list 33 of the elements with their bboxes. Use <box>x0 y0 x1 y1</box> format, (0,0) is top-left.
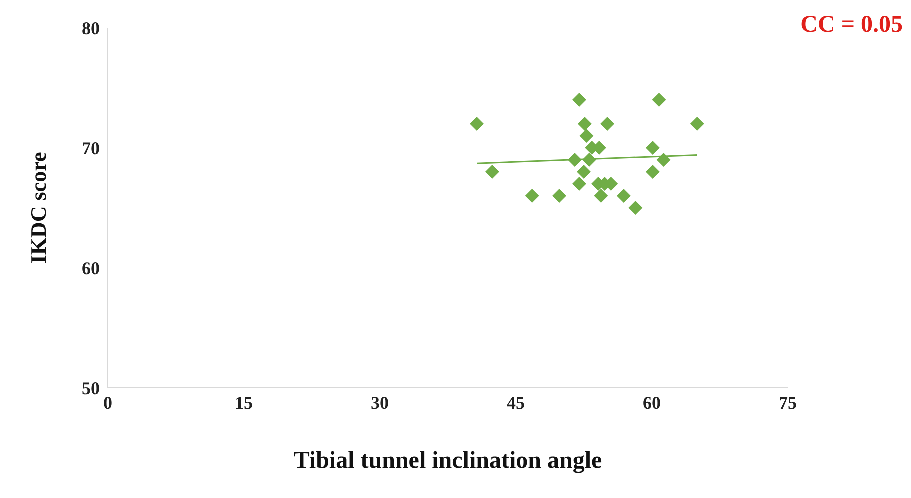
point <box>572 93 586 107</box>
point <box>646 141 660 155</box>
point <box>652 93 666 107</box>
y-tick-label: 50 <box>82 378 100 398</box>
point <box>628 201 643 215</box>
point <box>594 189 608 203</box>
point <box>572 177 586 191</box>
point <box>485 165 500 179</box>
point <box>580 129 594 143</box>
point <box>470 117 484 131</box>
x-tick-label: 0 <box>104 392 112 413</box>
x-axis-title: Tibial tunnel inclination angle <box>294 448 602 474</box>
x-tick-label: 75 <box>779 392 797 413</box>
text: CC = 0.05 <box>800 12 903 39</box>
point <box>646 165 660 179</box>
y-axis-title: IKDC score <box>26 152 51 264</box>
point <box>656 153 671 167</box>
x-tick-label: 30 <box>371 392 389 413</box>
x-tick-label: 45 <box>507 392 525 413</box>
y-tick-label: 70 <box>82 138 100 158</box>
point <box>525 189 540 203</box>
point <box>552 189 567 203</box>
point <box>568 153 582 167</box>
y-tick-label: 80 <box>82 18 100 38</box>
point <box>578 117 592 131</box>
y-tick-label: 60 <box>82 258 100 278</box>
point <box>600 117 615 131</box>
point <box>582 153 596 167</box>
point <box>577 165 591 179</box>
point <box>690 117 704 131</box>
x-tick-label: 60 <box>643 392 661 413</box>
point <box>616 189 631 203</box>
x-tick-label: 15 <box>235 392 253 413</box>
